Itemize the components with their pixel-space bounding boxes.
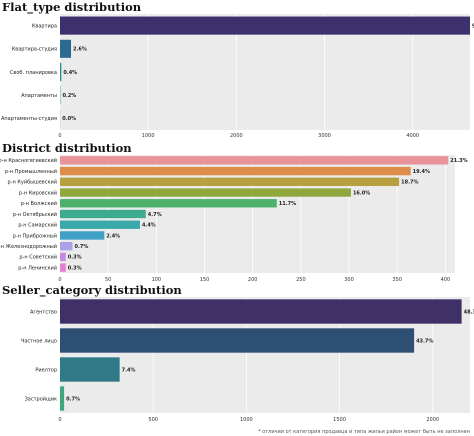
data-label: 18.7%: [401, 180, 418, 186]
data-label: 0.7%: [66, 396, 80, 402]
category-label: Риелтор: [35, 367, 57, 373]
data-label: 0.0%: [62, 116, 76, 122]
category-label: Застройщик: [25, 395, 57, 402]
data-label: 16.0%: [353, 190, 370, 196]
chart-seller-category: Seller_category distribution 0 500 1000 1500…: [2, 283, 474, 423]
category-label: Квартира: [32, 23, 57, 29]
bar-р-н-самарский: [60, 220, 140, 229]
bar-квартира: [60, 16, 470, 35]
data-label: 19.4%: [413, 169, 430, 175]
bar-р-н-ленинский: [60, 263, 66, 272]
data-label: 11.7%: [279, 201, 296, 207]
x-tick-label: 0: [58, 417, 61, 423]
bar-р-н-железнодорожный: [60, 241, 73, 251]
data-label: 0.3%: [68, 255, 82, 261]
category-label: р-н Советский: [19, 254, 57, 261]
x-tick-label: 1000: [142, 133, 155, 139]
category-label: р-н Приброжный: [13, 232, 57, 239]
category-label: р-н Октябрьский: [13, 211, 57, 218]
data-label: 43.7%: [416, 338, 433, 344]
bar-квартира-студия: [60, 39, 72, 58]
category-label: Агентство: [30, 309, 57, 315]
chart-flat-type: Flat_type distribution 0 1000 2000 3000 4000 К…: [1, 0, 474, 139]
bar-частное-лицо: [60, 328, 415, 353]
bar-р-н-волжский: [60, 199, 277, 208]
x-tick-label: 250: [296, 277, 306, 283]
bar-своб-планировка: [60, 62, 62, 82]
x-tick-label: 1000: [240, 417, 253, 423]
x-tick-label: 150: [200, 277, 210, 283]
category-label: Своб. планировка: [10, 70, 57, 76]
data-label: 21.3%: [450, 158, 467, 164]
x-tick-label: 400: [441, 277, 451, 283]
bar-р-н-советский: [60, 252, 66, 262]
chart-district: District distribution 0 50 100 150 200 250 300 3…: [0, 141, 468, 283]
x-tick-label: 500: [148, 417, 158, 423]
category-label: Апартаменты: [21, 93, 57, 99]
category-label: Квартира-студия: [12, 47, 57, 53]
data-label: 4.4%: [142, 223, 156, 229]
chart-title: District distribution: [2, 141, 132, 155]
bar-р-н-промышленный: [60, 166, 411, 176]
x-tick-label: 200: [248, 277, 258, 283]
x-tick-label: 50: [105, 277, 111, 283]
data-label: 0.7%: [75, 244, 89, 250]
data-label: 4.7%: [148, 212, 162, 218]
data-label: 2.4%: [106, 233, 120, 239]
data-label: 48.3%: [464, 309, 474, 315]
bar-р-н-красногвгиевский: [60, 156, 449, 165]
data-label: 97.5%: [472, 23, 474, 29]
x-tick-label: 300: [344, 277, 354, 283]
category-label: р-н Красногвгиевский: [0, 157, 57, 164]
chart-title: Seller_category distribution: [2, 283, 182, 298]
bar-р-н-кировский: [60, 188, 351, 197]
category-label: р-н Самарский: [18, 222, 57, 229]
x-tick-label: 100: [152, 277, 162, 283]
category-label: р-н Железнодорожный: [0, 243, 57, 250]
x-tick-label: 350: [392, 277, 402, 283]
x-tick-label: 1500: [333, 417, 346, 423]
bar-р-н-приброжный: [60, 231, 105, 240]
x-tick-label: 3000: [318, 133, 331, 139]
x-tick-label: 2000: [230, 133, 243, 139]
category-label: р-н Волжский: [21, 200, 57, 207]
category-label: Частное лицо: [21, 338, 57, 344]
x-tick-label: 0: [58, 277, 61, 283]
category-label: р-н Кировский: [19, 189, 57, 196]
data-label: 2.6%: [73, 47, 87, 53]
x-tick-label: 2000: [426, 417, 439, 423]
bar-р-н-куйбышевский: [60, 177, 400, 187]
bar-риелтор: [60, 357, 120, 382]
bar-застройщик: [60, 386, 65, 411]
data-label: 7.4%: [122, 367, 136, 373]
category-label: р-н Куйбышевский: [8, 179, 58, 186]
data-label: 0.2%: [62, 93, 76, 99]
category-label: р-н Ленинский: [18, 264, 57, 271]
category-label: Апартаменты-студия: [1, 116, 57, 122]
footnote: * отличии от категория продавца и типа ж…: [258, 428, 470, 435]
bar-р-н-октябрьский: [60, 209, 146, 219]
chart-title: Flat_type distribution: [2, 0, 142, 15]
bar-агентство: [60, 299, 462, 324]
data-label: 0.3%: [68, 265, 82, 271]
data-label: 0.4%: [63, 70, 77, 76]
x-tick-label: 0: [58, 133, 61, 139]
category-label: р-н Промышленный: [5, 168, 57, 175]
x-tick-label: 4000: [406, 133, 419, 139]
